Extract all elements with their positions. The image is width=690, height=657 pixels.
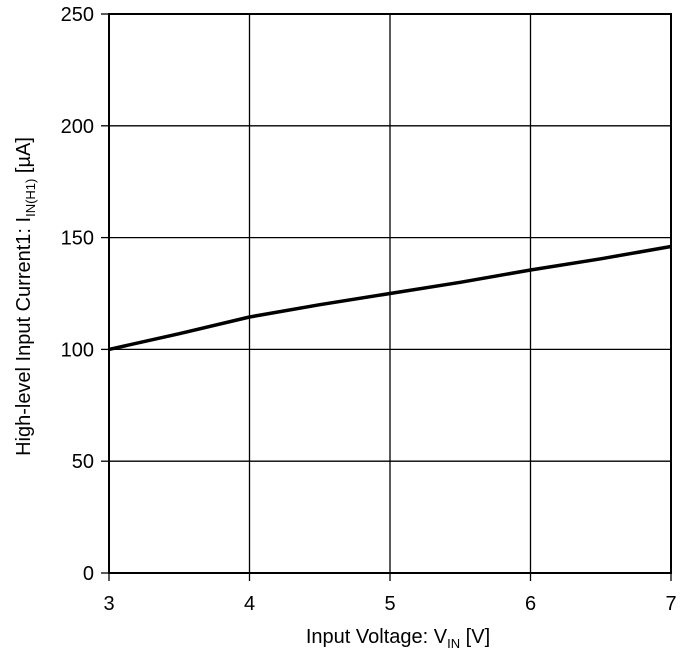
y-axis-title: High-level Input Current1: IIN(H1) [µA] — [13, 137, 38, 456]
series-line — [108, 244, 672, 352]
x-tick-labels: 3 4 5 6 7 — [103, 573, 677, 615]
series — [108, 244, 672, 352]
y-tick-label: 150 — [61, 228, 94, 250]
y-tick-labels: 0 50 100 150 200 250 — [61, 4, 109, 585]
x-axis-title-suffix: [V] — [460, 626, 490, 648]
x-tick-label: 6 — [525, 593, 536, 615]
y-tick-label: 100 — [61, 339, 94, 361]
y-tick-label: 0 — [83, 563, 94, 585]
x-tick-label: 4 — [244, 593, 255, 615]
x-axis-title: Input Voltage: VIN [V] — [306, 626, 490, 651]
x-axis-title-main: Input Voltage: V — [306, 626, 448, 648]
y-axis-title-subscript: IN(H1) — [23, 179, 38, 217]
x-tick-label: 7 — [665, 593, 676, 615]
y-tick-label: 50 — [72, 451, 94, 473]
x-tick-label: 5 — [384, 593, 395, 615]
y-axis-title-main: High-level Input Current1: I — [13, 217, 35, 456]
x-tick-label: 3 — [103, 593, 114, 615]
y-tick-label: 250 — [61, 4, 94, 26]
x-axis-title-subscript: IN — [447, 636, 460, 651]
y-axis-title-suffix: [µA] — [13, 137, 35, 179]
y-tick-label: 200 — [61, 116, 94, 138]
